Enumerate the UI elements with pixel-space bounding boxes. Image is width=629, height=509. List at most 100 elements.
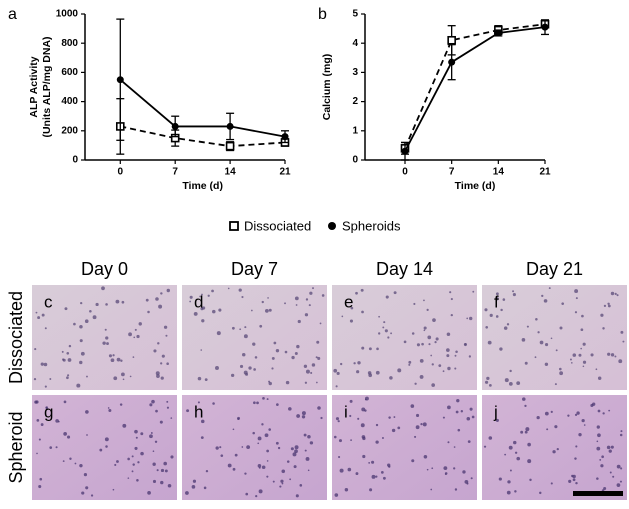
marker — [541, 23, 549, 31]
cell-nucleus — [610, 353, 615, 357]
cell-nucleus — [185, 491, 189, 495]
panel-letter: i — [344, 402, 348, 421]
y-tick-label: 400 — [61, 96, 78, 107]
cell-nucleus — [383, 321, 386, 324]
cell-nucleus — [307, 434, 311, 439]
panel-letter: e — [344, 292, 353, 311]
cell-nucleus — [619, 433, 623, 437]
cell-nucleus — [529, 478, 532, 482]
cell-nucleus — [242, 352, 246, 357]
cell-nucleus — [81, 491, 85, 495]
cell-nucleus — [285, 380, 290, 385]
cell-nucleus — [295, 304, 298, 306]
cell-nucleus — [234, 453, 238, 457]
cell-nucleus — [120, 359, 123, 362]
cell-nucleus — [580, 347, 582, 350]
cell-nucleus — [397, 368, 402, 373]
cell-nucleus — [570, 361, 573, 364]
x-tick-label: 0 — [118, 167, 124, 178]
cell-nucleus — [241, 446, 244, 448]
cell-nucleus — [620, 430, 623, 433]
cell-nucleus — [489, 383, 492, 387]
cell-nucleus — [165, 334, 168, 337]
cell-nucleus — [385, 295, 389, 299]
cell-nucleus — [607, 352, 611, 356]
cell-nucleus — [576, 411, 580, 415]
cell-nucleus — [150, 432, 153, 434]
cell-nucleus — [578, 432, 582, 437]
cell-nucleus — [220, 454, 224, 457]
cell-nucleus — [132, 356, 135, 358]
cell-nucleus — [508, 445, 513, 450]
cell-nucleus — [315, 381, 318, 384]
histology-image — [32, 285, 177, 390]
cell-nucleus — [380, 470, 384, 474]
cell-nucleus — [608, 449, 612, 453]
cell-nucleus — [55, 419, 59, 423]
cell-nucleus — [512, 293, 516, 297]
cell-nucleus — [442, 416, 445, 419]
cell-nucleus — [524, 361, 528, 365]
cell-nucleus — [159, 420, 163, 424]
cell-nucleus — [349, 414, 352, 418]
cell-nucleus — [254, 356, 258, 359]
cell-nucleus — [410, 404, 415, 408]
cell-nucleus — [449, 291, 452, 294]
cell-nucleus — [443, 466, 448, 471]
cell-nucleus — [166, 362, 169, 366]
x-tick-label: 21 — [539, 167, 551, 178]
cell-nucleus — [62, 358, 65, 361]
cell-nucleus — [612, 475, 615, 478]
cell-nucleus — [597, 433, 601, 438]
cell-nucleus — [453, 467, 456, 470]
cell-nucleus — [559, 371, 564, 376]
y-axis-label: ALP Activity — [28, 56, 40, 117]
cell-nucleus — [485, 326, 489, 329]
cell-nucleus — [350, 439, 352, 442]
cell-nucleus — [537, 331, 540, 334]
cell-nucleus — [297, 319, 301, 324]
cell-nucleus — [107, 407, 110, 409]
cell-nucleus — [504, 378, 509, 383]
cell-nucleus — [596, 477, 599, 480]
cell-nucleus — [230, 373, 235, 378]
y-tick-label: 1 — [352, 125, 358, 136]
cell-nucleus — [119, 403, 123, 406]
cell-nucleus — [391, 428, 396, 433]
panel-label: a — [8, 6, 17, 23]
cell-nucleus — [112, 354, 115, 357]
cell-nucleus — [454, 354, 457, 357]
cell-nucleus — [572, 474, 576, 479]
y-tick-label: 1000 — [56, 9, 79, 20]
cell-nucleus — [554, 383, 557, 386]
histology-image — [482, 285, 627, 390]
cell-nucleus — [304, 313, 309, 317]
cell-nucleus — [371, 474, 376, 479]
cell-nucleus — [602, 412, 605, 415]
cell-nucleus — [460, 410, 464, 413]
cell-nucleus — [241, 295, 244, 299]
cell-nucleus — [44, 385, 47, 388]
cell-nucleus — [140, 432, 144, 436]
cell-nucleus — [39, 477, 43, 481]
cell-nucleus — [315, 356, 318, 359]
cell-nucleus — [151, 399, 155, 404]
cell-nucleus — [338, 455, 341, 459]
cell-nucleus — [446, 348, 450, 352]
cell-nucleus — [622, 340, 625, 343]
cell-nucleus — [157, 342, 160, 345]
cell-nucleus — [596, 440, 599, 443]
cell-nucleus — [415, 413, 420, 418]
cell-nucleus — [364, 398, 367, 401]
cell-nucleus — [258, 466, 261, 469]
cell-nucleus — [200, 436, 204, 440]
cell-nucleus — [200, 349, 203, 351]
cell-nucleus — [237, 416, 241, 420]
cell-nucleus — [266, 398, 269, 401]
cell-nucleus — [414, 382, 417, 385]
cell-nucleus — [89, 309, 92, 313]
cell-nucleus — [113, 376, 118, 381]
cell-nucleus — [155, 371, 160, 376]
cell-nucleus — [572, 478, 576, 482]
cell-nucleus — [610, 445, 614, 449]
